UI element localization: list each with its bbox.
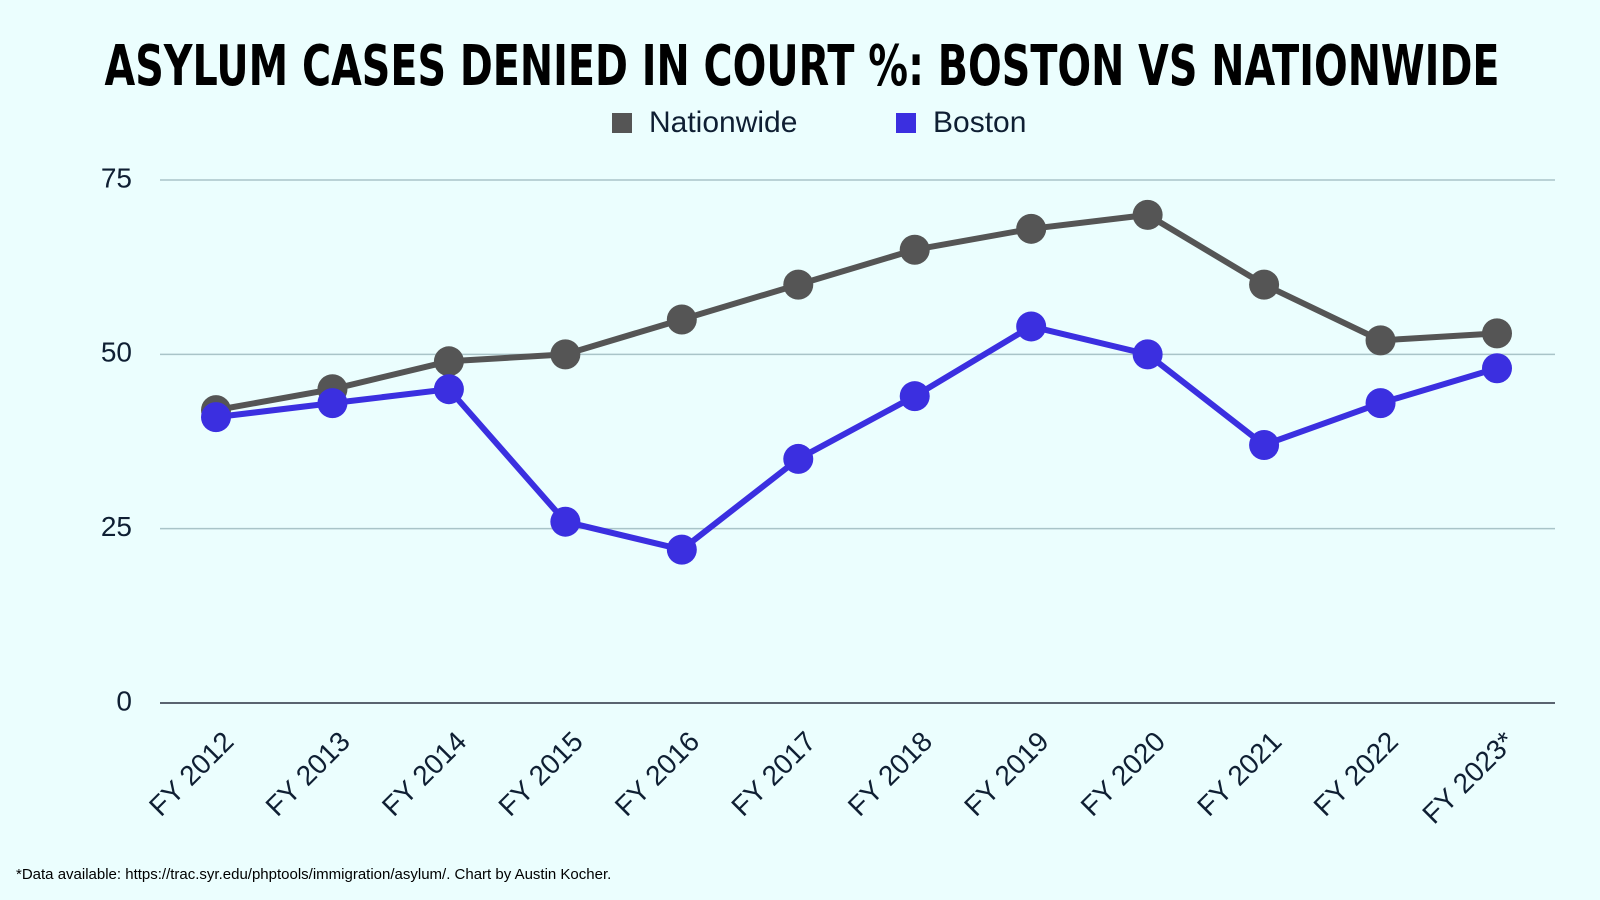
legend-label: Nationwide <box>649 106 797 139</box>
x-tick-label: FY 2012 <box>143 726 239 822</box>
data-point <box>1482 353 1512 384</box>
x-tick-label: FY 2019 <box>958 726 1054 822</box>
data-point <box>1132 339 1163 370</box>
x-tick-label: FY 2013 <box>260 726 356 822</box>
legend-swatch <box>612 113 632 133</box>
series-line <box>215 211 1498 414</box>
data-point <box>1016 213 1047 244</box>
x-tick-label: FY 2015 <box>492 726 588 822</box>
legend-label: Boston <box>933 106 1026 139</box>
data-point <box>783 443 814 474</box>
data-point <box>1016 311 1047 342</box>
x-tick-label: FY 2017 <box>725 726 821 822</box>
data-point <box>1365 388 1396 419</box>
data-point <box>433 346 464 377</box>
x-tick-label: FY 2014 <box>376 726 472 822</box>
x-tick-label: FY 2020 <box>1075 726 1171 822</box>
data-point <box>1249 429 1280 460</box>
data-point <box>666 304 697 335</box>
x-tick-label: FY 2022 <box>1308 726 1404 822</box>
y-tick-label: 25 <box>101 511 132 542</box>
data-point <box>317 388 348 419</box>
footnote: *Data available: https://trac.syr.edu/ph… <box>16 866 611 883</box>
y-tick-label: 50 <box>101 337 132 368</box>
y-tick-label: 0 <box>116 685 132 716</box>
data-point <box>783 269 814 300</box>
data-point <box>1249 269 1280 300</box>
y-tick-label: 75 <box>101 162 132 193</box>
series-line <box>215 323 1498 553</box>
data-point <box>1365 325 1396 356</box>
legend-swatch <box>896 113 916 133</box>
data-point <box>666 534 697 565</box>
x-tick-label: FY 2023* <box>1416 725 1520 829</box>
x-tick-label: FY 2016 <box>609 726 705 822</box>
x-tick-label: FY 2018 <box>842 726 938 822</box>
chart-title: ASYLUM CASES DENIED IN COURT %: BOSTON V… <box>105 34 1500 99</box>
data-point <box>899 381 930 412</box>
data-point <box>550 339 581 370</box>
data-point <box>201 402 231 433</box>
data-point <box>1482 318 1512 349</box>
data-point <box>899 234 930 265</box>
data-point <box>550 506 581 537</box>
data-point <box>433 374 464 405</box>
data-point <box>1132 199 1163 230</box>
x-tick-label: FY 2021 <box>1191 726 1287 822</box>
